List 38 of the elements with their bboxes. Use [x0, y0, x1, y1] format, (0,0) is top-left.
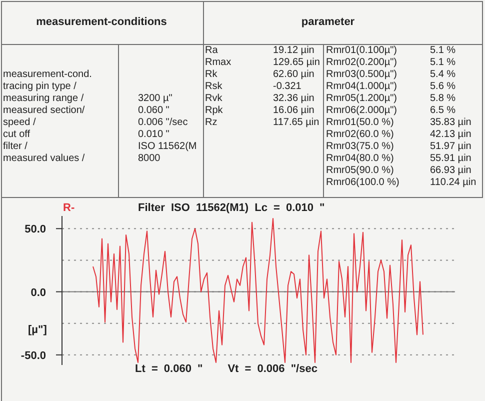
- text: Rmr02(0.200µ") 5.1 %: [326, 57, 456, 68]
- text: tracing pin type /: [3, 81, 76, 92]
- text: Rmr02(60.0 %) 42.13 µin: [326, 129, 472, 140]
- y-tick-label: 50.0: [24, 224, 46, 236]
- text: measured values / 8000: [3, 153, 160, 164]
- text: Rpk 16.06 µin: [205, 105, 314, 116]
- text: Rk 62.60 µin: [205, 69, 314, 80]
- text: Rmr06(2.000µ") 6.5 %: [326, 105, 456, 116]
- text: Rmr01(50.0 %) 35.83 µin: [326, 117, 472, 128]
- text: Rmr06(100.0 %) 110.24 µin: [326, 177, 476, 188]
- annotation: Vt = 0.006 "/sec: [228, 362, 318, 376]
- text: Rmr03(0.500µ") 5.4 %: [326, 69, 456, 80]
- text: Rmr05(1.200µ") 5.8 %: [326, 93, 456, 104]
- text: measurement-cond.: [3, 69, 92, 80]
- text: parameter: [301, 16, 355, 28]
- text: measuring range / 3200 µ": [3, 93, 172, 104]
- text: filter / ISO 11562(M: [3, 141, 197, 152]
- y-tick-label: 0.0: [30, 286, 46, 299]
- text: speed / 0.006 "/sec: [3, 117, 188, 128]
- text: Rmr05(90.0 %) 66.93 µin: [326, 165, 472, 176]
- text: cut off 0.010 ": [3, 129, 170, 140]
- text: Rsk -0.321: [205, 81, 302, 92]
- text: Rmr04(80.0 %) 55.91 µin: [326, 153, 472, 164]
- text: measured section/ 0.060 ": [3, 105, 170, 116]
- chart-title: Filter ISO 11562(M1) Lc = 0.010 ": [138, 202, 325, 214]
- line-series: [92, 218, 424, 363]
- text: Rmr01(0.100µ") 5.1 %: [326, 45, 456, 56]
- text: Rmr03(75.0 %) 51.97 µin: [326, 141, 472, 152]
- y-tick-label: -50.0: [20, 350, 46, 362]
- text: Rvk 32.36 µin: [205, 93, 314, 104]
- text: R-: [63, 202, 75, 214]
- y-axis-title: [µ"]: [28, 324, 47, 336]
- annotation: Lt = 0.060 ": [135, 362, 203, 376]
- text: measurement-conditions: [36, 16, 167, 28]
- text: Rmax 129.65 µin: [205, 57, 320, 68]
- text: Rz 117.65 µin: [205, 117, 320, 128]
- text: Ra 19.12 µin: [205, 45, 314, 56]
- text: Rmr04(1.000µ") 5.6 %: [326, 81, 456, 92]
